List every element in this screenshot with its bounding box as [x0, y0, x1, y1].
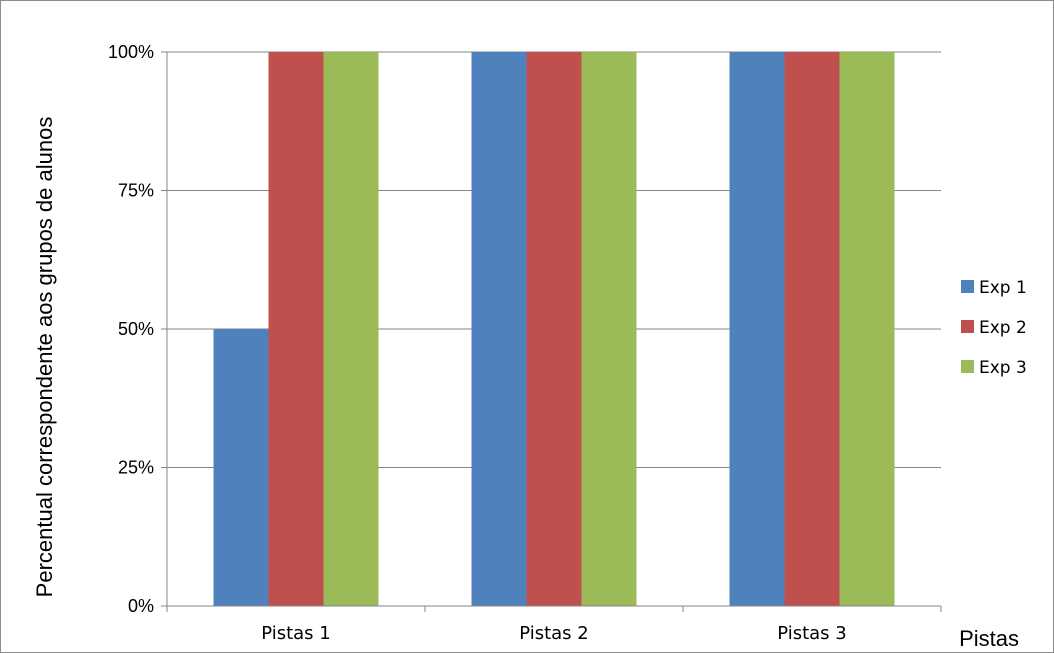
- bar-exp-2-pistas-2: [526, 52, 582, 606]
- x-tick-label: Pistas 1: [261, 623, 330, 644]
- legend: Exp 1 Exp 2 Exp 3: [961, 278, 1027, 378]
- y-tick-label: 75%: [118, 181, 154, 201]
- bars: [213, 52, 895, 606]
- y-axis-label: Percentual correspondente aos grupos de …: [32, 117, 57, 598]
- legend-label: Exp 3: [979, 358, 1027, 378]
- legend-label: Exp 2: [979, 318, 1027, 338]
- legend-swatch: [961, 360, 974, 373]
- y-tick-label: 100%: [108, 42, 154, 62]
- axes: [161, 51, 942, 612]
- bar-exp-1-pistas-1: [213, 329, 269, 606]
- x-tick-labels: Pistas 1 Pistas 2 Pistas 3: [261, 623, 846, 644]
- y-tick-label: 50%: [118, 319, 154, 339]
- bar-exp-1-pistas-2: [471, 52, 527, 606]
- bar-exp-2-pistas-3: [784, 52, 840, 606]
- legend-label: Exp 1: [979, 278, 1027, 298]
- bar-exp-3-pistas-3: [839, 52, 895, 606]
- bar-exp-3-pistas-1: [323, 52, 379, 606]
- bar-exp-2-pistas-1: [268, 52, 324, 606]
- bar-exp-3-pistas-2: [581, 52, 637, 606]
- y-tick-label: 0%: [128, 596, 154, 616]
- legend-swatch: [961, 280, 974, 293]
- x-axis-label: Pistas: [959, 626, 1019, 651]
- legend-swatch: [961, 320, 974, 333]
- y-tick-label: 25%: [118, 458, 154, 478]
- x-tick-label: Pistas 3: [777, 623, 846, 644]
- bar-exp-1-pistas-3: [729, 52, 785, 606]
- x-tick-label: Pistas 2: [519, 623, 588, 644]
- y-tick-labels: 0% 25% 50% 75% 100%: [108, 42, 154, 616]
